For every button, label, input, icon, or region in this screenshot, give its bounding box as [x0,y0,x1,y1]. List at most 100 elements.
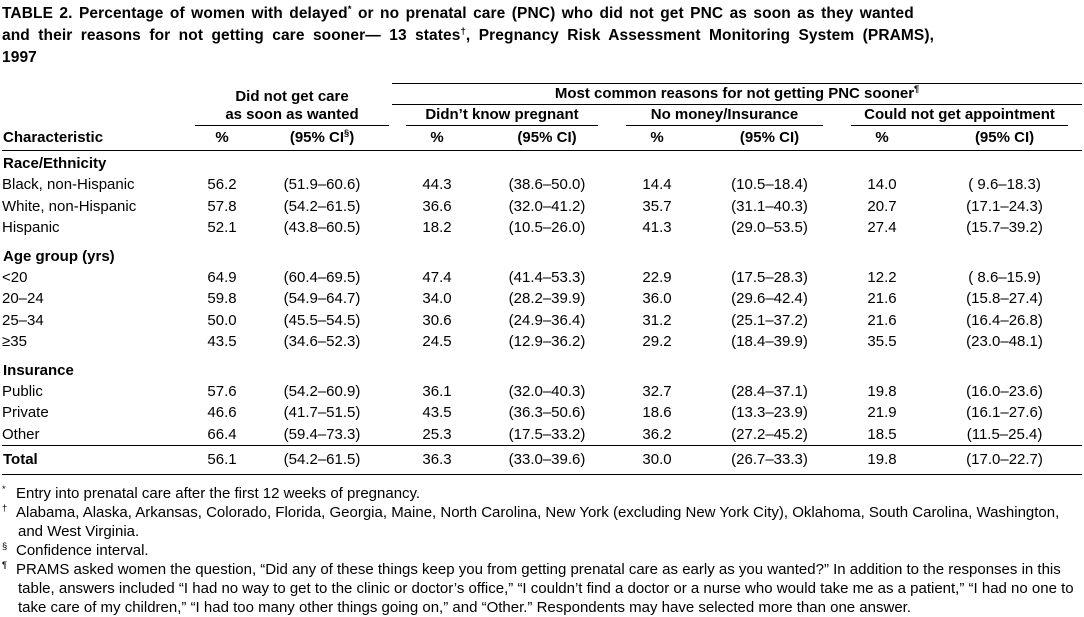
col-group-reasons: Most common reasons for not getting PNC … [392,83,1083,105]
pct-cell: 59.8 [207,290,237,307]
pct-cell: 31.2 [642,311,672,329]
pct-cell: 21.6 [867,290,897,307]
ci-cell: (27.2–45.2) [731,425,808,443]
pct-cell: 35.5 [867,333,897,350]
col-subgroup-no-appointment-cell: Could not get appointment [837,105,1082,126]
col-group-care-line1: Did not get care [235,88,349,105]
pct-cell: 19.8 [837,445,928,475]
ci-cell: (28.2–39.9) [508,290,586,307]
ci-cell: (16.0–23.6) [966,382,1043,400]
ci-cell: (23.0–48.1) [966,333,1043,350]
ci-cell: (31.1–40.3) [731,197,808,215]
section-header-insurance: Insurance [3,361,74,379]
ci-cell: (26.7–33.3) [702,445,838,475]
pct-cell: 12.2 [867,268,897,286]
row-label: Private [2,404,49,421]
ci-cell: (60.4–69.5) [283,268,361,286]
ci-cell: (43.8–60.5) [283,219,361,236]
ci-cell: (29.0–53.5) [731,219,808,236]
ci-cell: (28.4–37.1) [731,382,808,400]
ci-cell: (36.3–50.6) [508,404,586,421]
ci-cell: (15.8–27.4) [966,290,1043,307]
pct-cell: 21.9 [867,404,897,421]
pct-cell: 20.7 [867,197,897,215]
ci-cell: (54.2–61.5) [283,197,361,215]
pct-cell: 66.4 [207,425,237,443]
footnote-marker-asterisk: * [347,3,352,15]
col-subgroup-didnt-know-pregnant: Didn’t know pregnant [406,105,599,126]
ci-cell: (33.0–39.6) [482,445,613,475]
pct-cell: 36.1 [422,382,452,400]
pct-cell: 29.2 [642,333,672,350]
pct-cell: 64.9 [207,268,237,286]
row-label: Black, non-Hispanic [2,176,135,193]
row-label: <20 [2,268,28,286]
pct-cell: 35.7 [642,197,672,215]
pct-cell: 43.5 [207,333,237,350]
row-label: Other [2,425,40,443]
ci-cell: (16.1–27.6) [966,404,1043,421]
col-ci: (95% CI§) [252,126,393,151]
pct-cell: 24.5 [422,333,452,350]
col-percent: % [192,126,252,151]
pct-cell: 46.6 [207,404,237,421]
ci-cell: (54.2–60.9) [283,382,361,400]
pct-cell: 36.3 [392,445,483,475]
pct-cell: 41.3 [642,219,672,236]
ci-cell: (12.9–36.2) [508,333,586,350]
table-row: 20–24 59.8 (54.9–64.7) 34.0 (28.2–39.9) 36… [2,288,1082,310]
ci-cell: (54.9–64.7) [283,290,361,307]
footnote-text: Entry into prenatal care after the first… [16,485,421,502]
ci-cell: (17.5–33.2) [508,425,586,443]
col-characteristic: Characteristic [2,126,192,151]
row-label: Hispanic [2,219,60,236]
footnote-section: § Confidence interval. [2,541,149,559]
pct-cell: 19.8 [867,382,897,400]
col-group-care-line2: as soon as wanted [195,105,390,126]
row-label: 20–24 [2,290,44,307]
table-title: TABLE 2. Percentage of women with delaye… [2,3,1082,69]
header-subgroup-row: as soon as wanted Didn’t know pregnant N… [2,105,1082,126]
ci-cell: (54.2–61.5) [252,445,393,475]
total-label: Total [2,445,192,475]
pct-cell: 25.3 [422,425,452,443]
ci-cell: (45.5–54.5) [283,311,361,329]
pct-cell: 47.4 [422,268,452,286]
footnotes-block: * Entry into prenatal care after the firs… [2,484,1082,617]
footnote-text: PRAMS asked women the question, “Did any… [16,561,1074,616]
header-corner [2,105,192,126]
table-row: Hispanic 52.1 (43.8–60.5) 18.2 (10.5–26.0)… [2,217,1082,239]
table-title-line1: TABLE 2. Percentage of women with delaye… [2,3,1082,25]
col-percent: % [837,126,928,151]
pct-cell: 14.4 [642,176,672,193]
table-row: White, non-Hispanic 57.8 (54.2–61.5) 36.6… [2,196,1082,218]
row-label: 25–34 [2,311,44,329]
footnote-dagger: † Alabama, Alaska, Arkansas, Colorado, Fl… [2,503,1060,540]
ci-cell: (10.5–26.0) [508,219,586,236]
header-measure-row: Characteristic % (95% CI§) % (95% CI) % … [2,126,1083,151]
col-group-reasons-label: Most common reasons for not getting PNC … [554,85,915,102]
pct-cell: 56.1 [192,445,252,475]
table-row: ≥35 43.5 (34.6–52.3) 24.5 (12.9–36.2) 29.2… [2,331,1082,353]
footnote-pilcrow: ¶ PRAMS asked women the question, “Did an… [2,560,1074,616]
table-title-line2: and their reasons for not getting care s… [2,25,1082,47]
table-row: Black, non-Hispanic 56.2 (51.9–60.6) 44.3… [2,174,1082,196]
pct-cell: 36.2 [642,425,672,443]
section-header-age-group: Age group (yrs) [3,247,115,265]
pct-cell: 57.6 [207,382,237,400]
ci-label: ) [349,129,355,146]
section-header-row: Race/Ethnicity [2,151,1082,175]
col-ci: (95% CI) [482,126,613,151]
pct-cell: 18.2 [422,219,452,236]
title-text: TABLE 2. Percentage of women with delaye… [2,5,348,22]
ci-cell: (41.4–53.3) [508,268,586,286]
col-percent: % [612,126,703,151]
ci-cell: (32.0–41.2) [508,197,586,215]
pct-cell: 18.6 [642,404,672,421]
col-subgroup-no-money-insurance: No money/Insurance [626,105,824,126]
section-header-row: Insurance [2,353,1082,381]
ci-cell: (34.6–52.3) [283,333,361,350]
pct-cell: 43.5 [422,404,452,421]
footnote-marker-pilcrow: ¶ [914,84,920,94]
ci-cell: (59.4–73.3) [283,425,361,443]
